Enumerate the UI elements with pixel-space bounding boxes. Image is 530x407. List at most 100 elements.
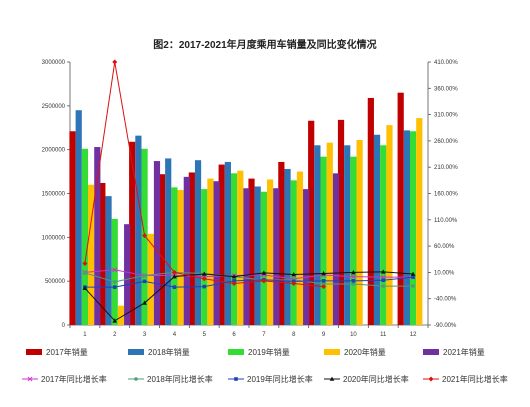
point-marker xyxy=(351,282,356,286)
bar xyxy=(356,140,363,325)
bar xyxy=(201,189,208,325)
point-marker xyxy=(142,233,148,239)
point-marker xyxy=(381,278,386,283)
y-tick-label: 1500000 xyxy=(42,192,66,198)
legend-label: 2020年销量 xyxy=(344,347,386,357)
bar xyxy=(218,164,225,325)
point-marker xyxy=(329,376,335,381)
bar xyxy=(303,189,310,325)
point-marker xyxy=(83,271,87,275)
point-marker xyxy=(410,271,416,276)
bar xyxy=(99,182,106,325)
bar xyxy=(135,135,142,325)
y2-tick-label: 160.00% xyxy=(434,192,458,198)
bar xyxy=(397,92,404,325)
bar xyxy=(326,142,333,325)
bar xyxy=(88,184,95,325)
bar xyxy=(188,172,195,325)
point-marker xyxy=(172,274,177,279)
legend-label: 2018年同比增长率 xyxy=(147,374,213,384)
bar xyxy=(224,161,231,325)
x-tick-label: 3 xyxy=(143,332,147,338)
bar xyxy=(367,97,374,326)
bar xyxy=(153,161,161,325)
y2-tick-label: 310.00% xyxy=(434,113,458,119)
x-tick-label: 7 xyxy=(262,332,266,338)
bar xyxy=(350,156,357,325)
bar xyxy=(213,181,220,325)
bar xyxy=(290,180,297,325)
y2-tick-label: 360.00% xyxy=(434,86,458,92)
point-marker xyxy=(381,284,386,288)
y2-tick-label: -40.00% xyxy=(434,297,457,303)
bar xyxy=(344,145,351,325)
point-marker xyxy=(232,279,236,283)
bar xyxy=(337,119,345,325)
legend-swatch xyxy=(423,349,439,355)
point-marker xyxy=(261,278,267,284)
y-tick-label: 1000000 xyxy=(42,235,66,241)
point-marker xyxy=(321,284,327,290)
legend-label: 2019年销量 xyxy=(248,347,290,357)
point-marker xyxy=(172,285,177,289)
x-tick-label: 8 xyxy=(292,332,296,338)
bar xyxy=(380,145,387,325)
series-line xyxy=(84,276,414,288)
bar xyxy=(94,147,101,325)
bar xyxy=(111,218,118,325)
point-marker xyxy=(112,280,117,284)
series-line xyxy=(84,271,414,322)
bar xyxy=(243,188,250,325)
bar xyxy=(69,131,76,325)
legend-swatch xyxy=(26,349,42,355)
x-tick-label: 6 xyxy=(232,332,236,338)
point-marker xyxy=(231,274,237,279)
bar xyxy=(254,186,261,325)
y-tick-label: 500000 xyxy=(45,279,66,285)
legend-swatch xyxy=(324,349,340,355)
bar xyxy=(260,191,268,325)
bar xyxy=(273,188,280,325)
y2-tick-label: 10.00% xyxy=(434,270,455,276)
point-marker xyxy=(350,274,356,280)
point-marker xyxy=(82,285,88,290)
y2-tick-label: 410.00% xyxy=(434,60,458,66)
point-marker xyxy=(201,276,207,282)
bar xyxy=(267,179,274,325)
point-marker xyxy=(411,275,415,279)
legend-label: 2021年同比增长率 xyxy=(442,374,508,384)
y2-tick-label: -90.00% xyxy=(434,323,457,329)
legend-swatch xyxy=(228,349,244,355)
point-marker xyxy=(171,269,177,275)
point-marker xyxy=(202,284,207,289)
point-marker xyxy=(231,280,237,286)
bar xyxy=(129,141,136,325)
bar xyxy=(409,131,417,325)
point-marker xyxy=(321,279,326,283)
x-tick-label: 10 xyxy=(350,332,357,338)
series-line xyxy=(84,271,414,287)
bar xyxy=(177,189,184,325)
bar xyxy=(403,130,410,325)
point-marker xyxy=(428,376,434,382)
bar xyxy=(81,148,89,325)
y2-tick-label: 110.00% xyxy=(434,218,458,224)
y2-tick-label: 260.00% xyxy=(434,139,458,145)
legend-label: 2017年销量 xyxy=(46,347,88,357)
y-tick-label: 2000000 xyxy=(42,148,66,154)
bar xyxy=(296,171,304,325)
legend-label: 2019年同比增长率 xyxy=(247,374,313,384)
point-marker xyxy=(201,271,207,276)
point-marker xyxy=(142,273,147,278)
bar xyxy=(386,125,393,326)
bar xyxy=(373,134,381,325)
x-tick-label: 4 xyxy=(173,332,177,338)
y-tick-label: 0 xyxy=(62,323,66,329)
legend-swatch xyxy=(128,349,144,355)
chart-title: 图2：2017-2021年月度乘用车销量及同比变化情况 xyxy=(153,40,377,51)
bar xyxy=(320,156,327,325)
legend-label: 2021年销量 xyxy=(443,347,485,357)
bar xyxy=(237,170,244,325)
point-marker xyxy=(321,271,326,276)
